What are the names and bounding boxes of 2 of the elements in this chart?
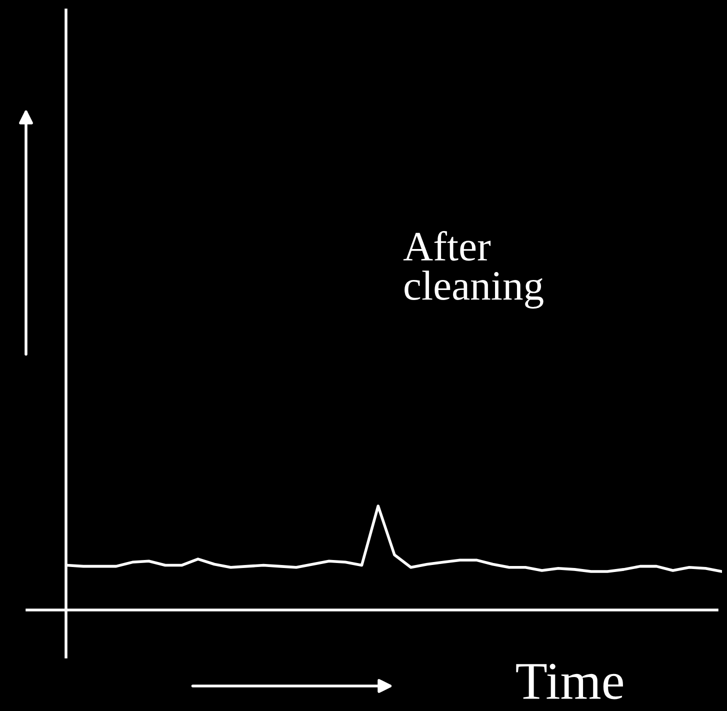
text: After cleaning (403, 231, 544, 309)
x-axis-title: Time (516, 664, 623, 700)
